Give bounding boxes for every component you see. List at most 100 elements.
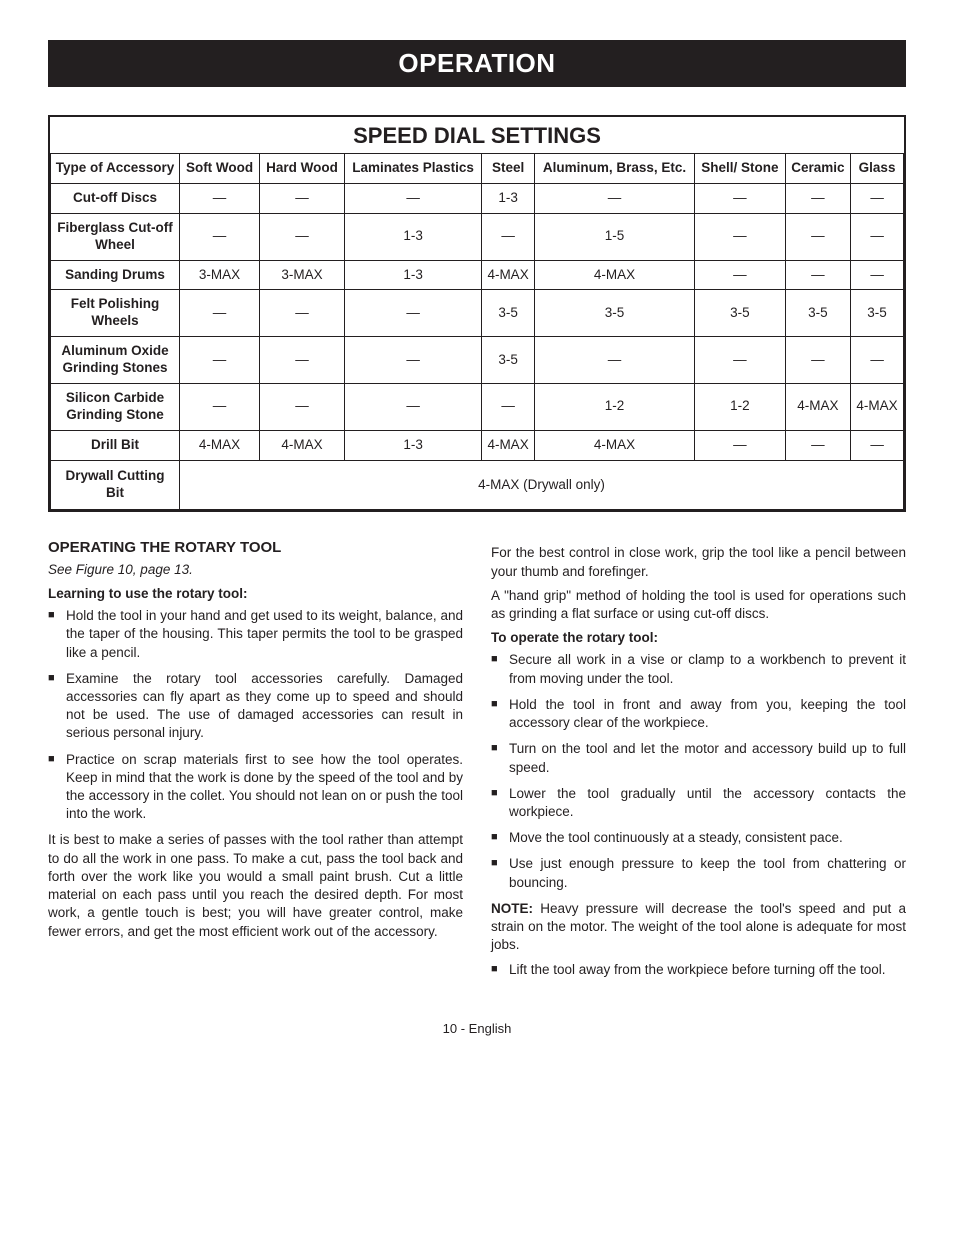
table-cell: 3-MAX: [260, 260, 345, 290]
col-ceramic: Ceramic: [785, 154, 850, 184]
table-cell: —: [180, 383, 260, 430]
table-cell: —: [482, 213, 535, 260]
left-column: OPERATING THE ROTARY TOOL See Figure 10,…: [48, 538, 463, 986]
col-shell: Shell/ Stone: [695, 154, 786, 184]
table-cell: —: [180, 183, 260, 213]
learning-list: Hold the tool in your hand and get used …: [48, 607, 463, 823]
col-softwood: Soft Wood: [180, 154, 260, 184]
row-head: Cut-off Discs: [51, 183, 180, 213]
page-footer: 10 - English: [48, 1021, 906, 1036]
table-cell: 4-MAX: [851, 383, 904, 430]
list-item: Secure all work in a vise or clamp to a …: [491, 651, 906, 687]
list-item: Move the tool continuously at a steady, …: [491, 829, 906, 847]
row-head: Silicon Carbide Grinding Stone: [51, 383, 180, 430]
table-cell: —: [695, 183, 786, 213]
right-para2: A "hand grip" method of holding the tool…: [491, 587, 906, 623]
see-figure: See Figure 10, page 13.: [48, 561, 463, 579]
table-row: Cut-off Discs———1-3————: [51, 183, 904, 213]
row-head: Drywall Cutting Bit: [51, 460, 180, 510]
table-cell: —: [260, 213, 345, 260]
operate-head: To operate the rotary tool:: [491, 629, 906, 647]
table-cell: —: [785, 430, 850, 460]
table-cell: 3-MAX: [180, 260, 260, 290]
col-accessory: Type of Accessory: [51, 154, 180, 184]
table-body: Cut-off Discs———1-3————Fiberglass Cut-of…: [51, 183, 904, 510]
table-cell: —: [344, 290, 481, 337]
row-head: Sanding Drums: [51, 260, 180, 290]
table-cell-spanned: 4-MAX (Drywall only): [180, 460, 904, 510]
table-cell: —: [785, 337, 850, 384]
table-cell: 1-5: [534, 213, 694, 260]
col-steel: Steel: [482, 154, 535, 184]
row-head: Aluminum Oxide Grinding Stones: [51, 337, 180, 384]
table-cell: —: [785, 213, 850, 260]
table-cell: —: [695, 430, 786, 460]
col-glass: Glass: [851, 154, 904, 184]
learning-head: Learning to use the rotary tool:: [48, 585, 463, 603]
table-cell: 3-5: [482, 337, 535, 384]
col-hardwood: Hard Wood: [260, 154, 345, 184]
table-cell: —: [851, 183, 904, 213]
table-cell: 4-MAX: [482, 260, 535, 290]
table-cell: —: [534, 183, 694, 213]
table-cell: —: [851, 337, 904, 384]
table-cell: —: [534, 337, 694, 384]
note-para: NOTE: Heavy pressure will decrease the t…: [491, 900, 906, 955]
table-row: Silicon Carbide Grinding Stone————1-21-2…: [51, 383, 904, 430]
table-cell: —: [695, 213, 786, 260]
table-cell: 1-3: [344, 260, 481, 290]
table-cell: 4-MAX: [260, 430, 345, 460]
speed-dial-table: Type of Accessory Soft Wood Hard Wood La…: [50, 153, 904, 510]
col-laminates: Laminates Plastics: [344, 154, 481, 184]
table-cell: —: [260, 337, 345, 384]
col-aluminum: Aluminum, Brass, Etc.: [534, 154, 694, 184]
table-cell: —: [851, 260, 904, 290]
list-item: Lift the tool away from the workpiece be…: [491, 961, 906, 979]
table-cell: 3-5: [851, 290, 904, 337]
table-row: Aluminum Oxide Grinding Stones———3-5————: [51, 337, 904, 384]
table-cell: —: [260, 183, 345, 213]
list-item: Hold the tool in front and away from you…: [491, 696, 906, 732]
table-row-spanned: Drywall Cutting Bit4-MAX (Drywall only): [51, 460, 904, 510]
table-cell: —: [344, 337, 481, 384]
table-cell: —: [344, 383, 481, 430]
table-cell: —: [180, 290, 260, 337]
operate-list: Secure all work in a vise or clamp to a …: [491, 651, 906, 891]
table-cell: —: [482, 383, 535, 430]
list-item: Hold the tool in your hand and get used …: [48, 607, 463, 662]
list-item: Use just enough pressure to keep the too…: [491, 855, 906, 891]
table-title: SPEED DIAL SETTINGS: [50, 117, 904, 153]
table-cell: 1-2: [695, 383, 786, 430]
table-cell: 1-2: [534, 383, 694, 430]
list-item: Lower the tool gradually until the acces…: [491, 785, 906, 821]
row-head: Fiberglass Cut-off Wheel: [51, 213, 180, 260]
table-cell: 1-3: [344, 213, 481, 260]
table-cell: —: [851, 213, 904, 260]
note-text: Heavy pressure will decrease the tool's …: [491, 901, 906, 952]
right-column: For the best control in close work, grip…: [491, 538, 906, 986]
operating-title: OPERATING THE ROTARY TOOL: [48, 538, 463, 558]
table-cell: 1-3: [344, 430, 481, 460]
table-cell: 4-MAX: [482, 430, 535, 460]
list-item: Turn on the tool and let the motor and a…: [491, 740, 906, 776]
table-cell: —: [344, 183, 481, 213]
table-cell: 4-MAX: [180, 430, 260, 460]
table-cell: 3-5: [534, 290, 694, 337]
note-label: NOTE:: [491, 901, 533, 916]
row-head: Felt Polishing Wheels: [51, 290, 180, 337]
table-cell: —: [851, 430, 904, 460]
section-header: OPERATION: [48, 40, 906, 87]
table-cell: —: [260, 290, 345, 337]
table-cell: 1-3: [482, 183, 535, 213]
table-cell: —: [785, 183, 850, 213]
right-para1: For the best control in close work, grip…: [491, 544, 906, 580]
table-cell: 4-MAX: [534, 430, 694, 460]
table-cell: —: [785, 260, 850, 290]
left-para: It is best to make a series of passes wi…: [48, 831, 463, 940]
table-cell: —: [260, 383, 345, 430]
table-header-row: Type of Accessory Soft Wood Hard Wood La…: [51, 154, 904, 184]
table-cell: —: [695, 337, 786, 384]
table-cell: 3-5: [695, 290, 786, 337]
table-cell: 4-MAX: [534, 260, 694, 290]
tail-list: Lift the tool away from the workpiece be…: [491, 961, 906, 979]
